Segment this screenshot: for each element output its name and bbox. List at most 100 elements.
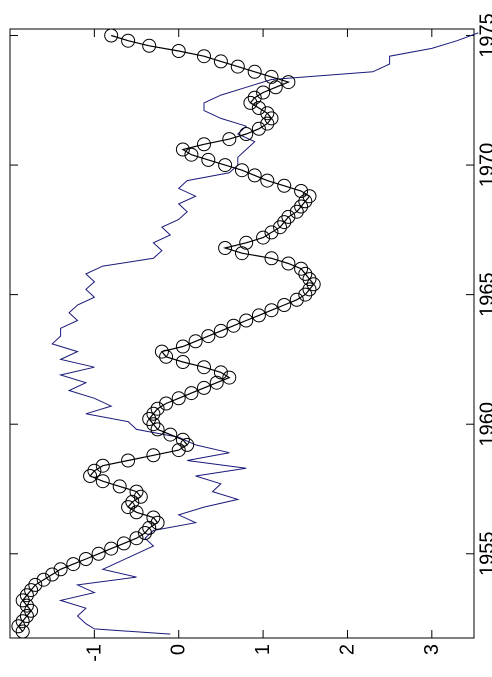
- series-2-point: [273, 220, 287, 235]
- series-2-point: [150, 401, 165, 416]
- series-2-point: [251, 121, 266, 136]
- x-tick-label: 1955: [477, 532, 492, 577]
- series-2-point: [154, 344, 169, 359]
- series-2-point: [91, 546, 106, 561]
- series-2-point: [197, 380, 211, 395]
- series-2-point: [222, 132, 237, 147]
- series-2-point: [281, 256, 296, 271]
- series-2-point: [142, 520, 157, 535]
- series-2-point: [260, 173, 275, 188]
- y-tick-label: 2: [336, 644, 358, 655]
- series-2-point: [121, 33, 136, 48]
- series-2-point: [256, 230, 271, 245]
- series-2-point: [24, 583, 39, 598]
- series-2-point: [53, 562, 68, 577]
- x-tick-label: 1975: [477, 13, 492, 58]
- y-tick-label: -1: [83, 644, 105, 662]
- series-2-point: [129, 484, 144, 499]
- series-2-point: [239, 235, 254, 250]
- series-2-point: [146, 417, 161, 432]
- series-2-point: [19, 588, 34, 603]
- series-2-point: [218, 158, 233, 173]
- series-2-point: [302, 282, 317, 297]
- series-2-point: [133, 489, 148, 504]
- series-2-point: [239, 313, 254, 328]
- series-2-point: [243, 95, 258, 110]
- series-2-point: [264, 225, 279, 240]
- series-2-point: [277, 178, 292, 193]
- series-2-point: [256, 85, 271, 100]
- series-2-point: [159, 396, 174, 411]
- series-2-point: [175, 355, 190, 369]
- series-2-point: [222, 370, 237, 385]
- series-2-point: [260, 106, 275, 121]
- series-2-point: [129, 505, 144, 520]
- series-2-point: [264, 69, 279, 84]
- series-2-point: [175, 142, 190, 157]
- series-2-point: [239, 127, 254, 141]
- series-2-point: [298, 266, 313, 281]
- series-2-point: [36, 572, 51, 587]
- series-2-point: [247, 90, 262, 105]
- series-2-point: [197, 360, 211, 375]
- series-2-point: [247, 64, 262, 79]
- series-2-point: [294, 199, 309, 214]
- series-2-point: [146, 510, 161, 525]
- series-2-point: [294, 184, 309, 198]
- series-2-point: [197, 137, 211, 152]
- series-2-point: [78, 552, 93, 566]
- series-layer: [11, 28, 479, 639]
- series-2-point: [175, 339, 190, 354]
- series-2-point: [264, 303, 279, 318]
- series-2-point: [171, 44, 186, 58]
- series-2-point: [294, 261, 309, 276]
- x-tick-label: 1960: [477, 402, 492, 447]
- series-2-point: [235, 163, 249, 178]
- series-2-point: [83, 469, 98, 483]
- series-2-point: [281, 209, 296, 224]
- series-2-point: [184, 147, 199, 162]
- series-2-point: [230, 59, 245, 74]
- series-2-point: [66, 557, 81, 572]
- series-2-point: [142, 412, 157, 426]
- series-2-point: [15, 614, 30, 629]
- series-2-point: [201, 329, 216, 344]
- series-2-point: [184, 386, 199, 401]
- series-2-point: [298, 287, 313, 302]
- series-2-point: [171, 391, 186, 406]
- series-2-point: [95, 458, 110, 473]
- series-2-point: [251, 101, 266, 115]
- series-2-point: [24, 603, 39, 618]
- series-2-point: [150, 515, 165, 530]
- x-tick-label: 1965: [477, 272, 492, 317]
- series-2-point: [146, 448, 161, 463]
- series-2-point: [11, 619, 26, 634]
- series-2-point: [213, 365, 228, 380]
- series-2-point: [19, 598, 34, 613]
- y-axis-ticks: -1 0 1 2 3: [83, 29, 443, 662]
- series-2-point: [159, 349, 174, 364]
- series-2-point: [112, 479, 127, 494]
- plot-frame: [9, 28, 475, 639]
- series-2-point: [306, 277, 321, 292]
- series-2-point: [150, 422, 165, 437]
- series-2-point: [15, 593, 30, 608]
- y-tick-label: 0: [168, 644, 190, 655]
- series-2-point: [264, 111, 279, 126]
- series-2-point: [146, 406, 161, 421]
- series-2-point: [138, 526, 152, 540]
- series-2-point: [277, 298, 292, 312]
- series-2-point: [15, 624, 30, 639]
- series-2-point: [268, 80, 283, 95]
- series-2-point: [226, 318, 241, 333]
- series-2-point: [277, 215, 292, 230]
- series-2-point: [264, 251, 279, 266]
- series-2-point: [251, 308, 266, 323]
- series-2-point: [19, 609, 34, 623]
- series-2-point: [95, 474, 110, 489]
- series-2-point: [129, 531, 144, 546]
- series-2-point: [104, 541, 119, 556]
- y-tick-label: 3: [421, 644, 443, 655]
- x-axis-ticks: 1955 1960 1965 1970 1975: [10, 13, 492, 576]
